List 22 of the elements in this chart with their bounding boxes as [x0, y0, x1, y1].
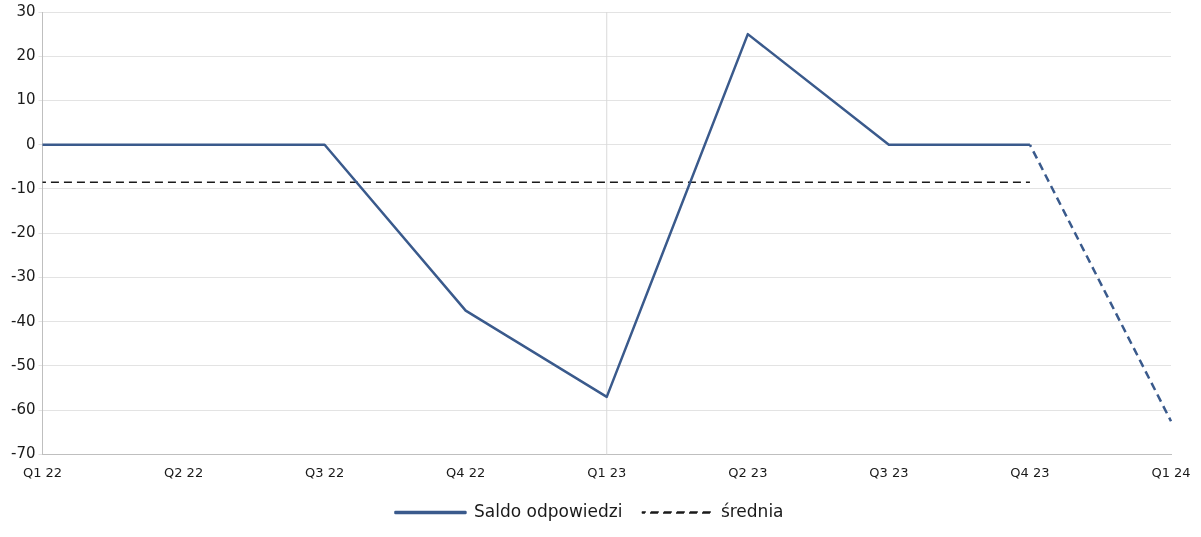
- legend-label: średnia: [720, 500, 784, 521]
- x-tick-label: Q1 22: [22, 464, 63, 480]
- y-tick-label: -40: [11, 311, 36, 330]
- y-tick-label: 0: [25, 134, 36, 153]
- x-tick-label: Q4 23: [1010, 464, 1050, 480]
- y-tick-label: -50: [11, 355, 36, 374]
- y-tick-label: 30: [16, 1, 36, 20]
- y-tick-label: 10: [16, 90, 36, 109]
- y-tick-label: -20: [11, 223, 36, 242]
- x-tick-label: Q3 23: [869, 464, 909, 480]
- x-tick-label: Q2 23: [728, 464, 768, 480]
- y-tick-label: -70: [11, 444, 36, 463]
- y-tick-label: 20: [16, 46, 36, 65]
- x-tick-label: Q3 22: [305, 464, 345, 480]
- y-tick-label: -60: [11, 400, 36, 419]
- x-tick-label: Q1 23: [587, 464, 627, 480]
- y-tick-label: -10: [11, 178, 36, 197]
- x-tick-label: Q1 24: [1151, 464, 1191, 480]
- y-tick-label: -30: [11, 267, 36, 286]
- legend-label: Saldo odpowiedzi: [473, 500, 623, 521]
- x-tick-label: Q4 22: [446, 464, 486, 480]
- x-tick-label: Q2 22: [163, 464, 204, 480]
